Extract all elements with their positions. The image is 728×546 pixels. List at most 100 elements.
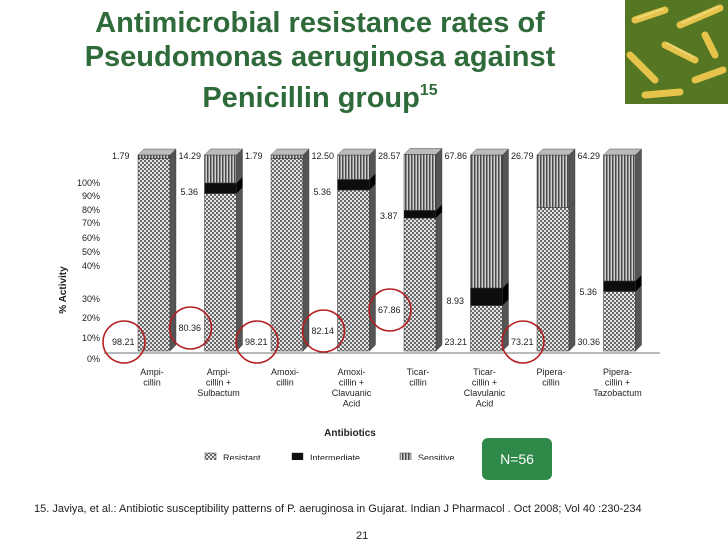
legend-label: Intermediate [310,453,360,460]
legend-label: Sensitive [418,453,455,460]
sensitive-value-label: 14.29 [179,151,202,161]
bar-segment-sensitive [536,154,570,208]
intermediate-value-label: 8.93 [447,296,465,306]
resistant-value-label: 98.21 [245,337,268,347]
slide-title: Antimicrobial resistance rates of Pseudo… [40,6,600,115]
bar-segment-intermediate [470,287,503,306]
bar-segment-resistant [270,158,304,352]
category-label: cillin + [206,378,231,388]
intermediate-value-label: 5.36 [181,187,199,197]
y-tick-label: 90% [82,191,100,201]
resistant-value-label: 73.21 [511,337,534,347]
legend: Resistant Intermediate Sensitive [204,452,455,460]
highlight-circle [501,320,545,364]
category-label: cillin [409,378,427,388]
resistant-value-label: 67.86 [378,305,401,315]
category-label: Tazobactum [593,388,642,398]
category-label: cillin + [605,378,630,388]
legend-swatch [291,452,304,460]
category-label: Acid [343,399,361,409]
bacteria-image [625,0,728,104]
highlight-circle [102,320,146,364]
bar-segment-sensitive [204,154,237,184]
y-axis-title: % Activity [58,266,69,314]
bar-top [204,148,243,156]
bar-side-resistant [568,201,576,352]
y-tick-label: 70% [82,218,100,228]
bar-top [403,148,443,155]
sensitive-value-label: 64.29 [578,151,601,161]
bar-top [603,148,642,156]
category-label: Ticar- [473,367,496,377]
intermediate-value-label: 3.87 [380,211,398,221]
y-tick-label: 80% [82,205,100,215]
category-label: Ampi- [140,367,164,377]
bar-segment-resistant [470,305,503,352]
sample-size-text: N=56 [500,451,534,467]
category-label: Clavulanic [464,388,506,398]
category-label: Pipera- [536,367,565,377]
data-labels: 1.79 98.21 14.29 5.36 80.36 1.79 98.21 12.50 5.3… [102,151,601,364]
bar-segment-sensitive [137,154,171,159]
category-label: cillin [542,378,560,388]
bar-side-resistant [236,187,243,352]
bars [137,147,642,352]
bar-side-resistant [635,285,642,352]
bar-side-sensitive [635,148,642,282]
category-label: cillin + [472,378,497,388]
sensitive-value-label: 26.79 [511,151,534,161]
bar-side-sensitive [502,148,509,289]
x-axis-title: Antibiotics [324,428,376,439]
bar-segment-resistant [337,189,370,352]
bar-side-sensitive [435,147,443,211]
bar-side-resistant [502,299,509,352]
y-tick-label: 10% [82,333,100,343]
intermediate-value-label: 5.36 [314,187,332,197]
highlight-circle [235,320,279,364]
category-label: cillin [143,378,161,388]
sensitive-value-label: 28.57 [378,151,401,161]
resistant-value-label: 98.21 [112,337,135,347]
bar-top [337,148,376,156]
highlight-circle [301,309,346,353]
bar-segment-sensitive [337,154,370,180]
category-label: Pipera- [603,367,632,377]
bar-segment-sensitive [403,154,437,211]
category-label: Amoxi- [337,367,365,377]
category-label: Sulbactum [197,388,240,398]
bar-segment-sensitive [270,154,304,159]
bar-top [137,148,177,156]
highlight-circle [368,288,412,332]
bar-segment-resistant [204,193,237,352]
bar-segment-sensitive [470,154,503,289]
sensitive-value-label: 67.86 [445,151,468,161]
legend-swatch [204,452,217,460]
legend-label: Resistant [223,453,261,460]
bar-segment-intermediate [403,210,437,219]
sample-size-badge: N=56 [482,438,552,480]
category-label: cillin + [339,378,364,388]
bar-segment-intermediate [337,179,370,191]
resistant-value-label: 82.14 [312,326,335,336]
title-text: Antimicrobial resistance rates of Pseudo… [84,7,556,114]
bar-segment-intermediate [204,182,237,194]
bar-segment-resistant [137,158,171,352]
page-number: 21 [356,530,369,542]
bar-top [470,148,509,156]
resistant-value-label: 80.36 [179,323,202,333]
category-label: Ampi- [207,367,231,377]
bar-segment-resistant [603,291,636,352]
y-tick-label: 40% [82,261,100,271]
bar-segment-resistant [536,207,570,352]
highlight-circle [168,306,213,350]
category-label: Amoxi- [271,367,299,377]
bar-side-resistant [369,183,376,352]
legend-swatch [399,452,412,460]
sensitive-value-label: 1.79 [112,151,130,161]
sensitive-value-label: 12.50 [312,151,335,161]
category-label: cillin [276,378,294,388]
bar-segment-sensitive [603,154,636,282]
bar-segment-resistant [403,217,437,352]
y-tick-label: 60% [82,233,100,243]
y-tick-label: 0% [87,354,100,364]
